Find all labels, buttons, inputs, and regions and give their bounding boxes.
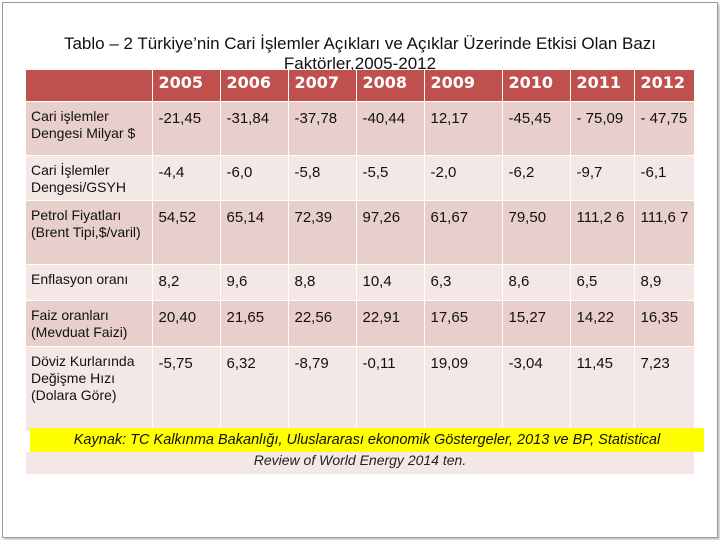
table-cell: 6,3 xyxy=(424,264,503,301)
table-cell: 22,91 xyxy=(356,300,425,347)
table-cell: 8,2 xyxy=(152,264,221,301)
year-header: 2006 xyxy=(220,70,289,102)
table-cell: -5,8 xyxy=(288,155,357,201)
row-label: Enflasyon oranı xyxy=(26,264,153,301)
table-cell: -21,45 xyxy=(152,101,221,156)
table-row: Enflasyon oranı 8,2 9,6 8,8 10,4 6,3 8,6… xyxy=(26,264,695,301)
table-cell: 10,4 xyxy=(356,264,425,301)
year-header: 2008 xyxy=(356,70,425,102)
table-cell: 72,39 xyxy=(288,200,357,265)
table-cell: -6,0 xyxy=(220,155,289,201)
table-cell: 14,22 xyxy=(570,300,635,347)
table-cell: 21,65 xyxy=(220,300,289,347)
table-cell: -6,1 xyxy=(634,155,695,201)
table-cell: -5,5 xyxy=(356,155,425,201)
table-cell: 20,40 xyxy=(152,300,221,347)
table-cell: 97,26 xyxy=(356,200,425,265)
table-cell: 15,27 xyxy=(502,300,571,347)
year-header: 2009 xyxy=(424,70,503,102)
table-cell: -2,0 xyxy=(424,155,503,201)
table-row: Faiz oranları (Mevduat Faizi) 20,40 21,6… xyxy=(26,300,695,347)
table-row: Petrol Fiyatları (Brent Tipi,$/varil) 54… xyxy=(26,200,695,265)
year-header: 2010 xyxy=(502,70,571,102)
table-cell: - 75,09 xyxy=(570,101,635,156)
table-cell: 111,6 7 xyxy=(634,200,695,265)
table-cell: 16,35 xyxy=(634,300,695,347)
table-cell: -4,4 xyxy=(152,155,221,201)
header-row: 2005 2006 2007 2008 2009 2010 2011 2012 xyxy=(26,70,695,102)
year-header: 2011 xyxy=(570,70,635,102)
header-corner xyxy=(26,70,153,102)
table-cell: 111,2 6 xyxy=(570,200,635,265)
row-label: Cari işlemler Dengesi Milyar $ xyxy=(26,101,153,156)
table-cell: -31,84 xyxy=(220,101,289,156)
table-cell: -8,79 xyxy=(288,346,357,431)
source-note: Kaynak: TC Kalkınma Bakanlığı, Uluslarar… xyxy=(30,428,704,452)
year-header: 2012 xyxy=(634,70,695,102)
table-cell: 54,52 xyxy=(152,200,221,265)
table-cell: 8,6 xyxy=(502,264,571,301)
table-cell: -3,04 xyxy=(502,346,571,431)
table-cell: 6,32 xyxy=(220,346,289,431)
table-cell: - 47,75 xyxy=(634,101,695,156)
table-cell: 65,14 xyxy=(220,200,289,265)
table-cell: -6,2 xyxy=(502,155,571,201)
year-header: 2005 xyxy=(152,70,221,102)
table-cell: 6,5 xyxy=(570,264,635,301)
year-header: 2007 xyxy=(288,70,357,102)
table-cell: -5,75 xyxy=(152,346,221,431)
row-label: Döviz Kurlarında Değişme Hızı (Dolara Gö… xyxy=(26,346,153,431)
row-label: Faiz oranları (Mevduat Faizi) xyxy=(26,300,153,347)
table-cell: 61,67 xyxy=(424,200,503,265)
data-table: 2005 2006 2007 2008 2009 2010 2011 2012 … xyxy=(26,70,695,431)
title-line-1: Tablo – 2 Türkiye’nin Cari İşlemler Açık… xyxy=(63,34,657,53)
table-cell: 79,50 xyxy=(502,200,571,265)
table-row: Döviz Kurlarında Değişme Hızı (Dolara Gö… xyxy=(26,346,695,431)
row-label: Petrol Fiyatları (Brent Tipi,$/varil) xyxy=(26,200,153,265)
table-cell: -40,44 xyxy=(356,101,425,156)
table-cell: -45,45 xyxy=(502,101,571,156)
table-cell: 22,56 xyxy=(288,300,357,347)
table-cell: 9,6 xyxy=(220,264,289,301)
table-cell: 12,17 xyxy=(424,101,503,156)
table-cell: 11,45 xyxy=(570,346,635,431)
table-cell: -9,7 xyxy=(570,155,635,201)
page-title: Tablo – 2 Türkiye’nin Cari İşlemler Açık… xyxy=(0,34,720,74)
table-cell: 8,8 xyxy=(288,264,357,301)
title-line-2: Faktörler,2005-2012 xyxy=(283,54,437,73)
table-cell: 17,65 xyxy=(424,300,503,347)
table-row: Cari işlemler Dengesi Milyar $ -21,45 -3… xyxy=(26,101,695,156)
table-cell: -0,11 xyxy=(356,346,425,431)
source-note-continuation: Review of World Energy 2014 ten. xyxy=(26,452,694,474)
row-label: Cari İşlemler Dengesi/GSYH xyxy=(26,155,153,201)
table-row: Cari İşlemler Dengesi/GSYH -4,4 -6,0 -5,… xyxy=(26,155,695,201)
table-cell: -37,78 xyxy=(288,101,357,156)
table-cell: 19,09 xyxy=(424,346,503,431)
table-cell: 8,9 xyxy=(634,264,695,301)
table-cell: 7,23 xyxy=(634,346,695,431)
